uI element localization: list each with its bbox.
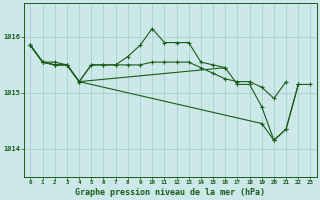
X-axis label: Graphe pression niveau de la mer (hPa): Graphe pression niveau de la mer (hPa) [76, 188, 266, 197]
